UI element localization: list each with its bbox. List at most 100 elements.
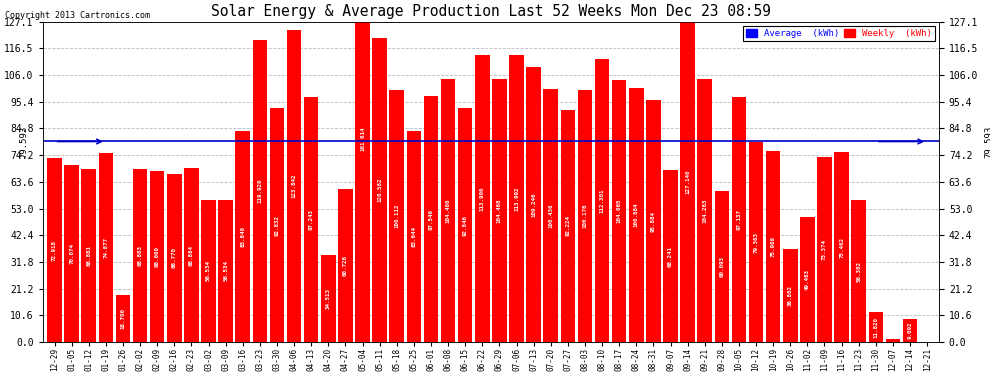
Text: 68.803: 68.803 [138, 245, 143, 266]
Bar [48, 158, 61, 342]
Bar [219, 200, 233, 342]
Bar [355, 0, 370, 342]
Text: 49.463: 49.463 [805, 269, 810, 290]
Bar [629, 88, 644, 342]
Bar [99, 153, 113, 342]
Bar [886, 339, 900, 342]
Bar [424, 96, 439, 342]
Text: 100.112: 100.112 [394, 204, 399, 228]
Text: 68.241: 68.241 [668, 246, 673, 267]
Text: 79.363: 79.363 [753, 232, 758, 253]
Bar [287, 30, 301, 342]
Text: 73.374: 73.374 [822, 239, 827, 260]
Bar [732, 97, 746, 342]
Bar [116, 295, 131, 342]
Text: 127.140: 127.140 [685, 170, 690, 194]
Text: 100.884: 100.884 [634, 203, 639, 227]
Text: 75.968: 75.968 [770, 236, 776, 257]
Bar [475, 55, 490, 342]
Text: 70.074: 70.074 [69, 243, 74, 264]
Bar [835, 152, 848, 342]
Bar [527, 67, 541, 342]
Bar [389, 90, 404, 342]
Bar [458, 108, 472, 342]
Text: 97.137: 97.137 [737, 209, 742, 230]
Bar [715, 190, 729, 342]
Text: 56.534: 56.534 [223, 260, 228, 281]
Bar [133, 169, 148, 342]
Bar [441, 79, 455, 342]
Legend: Average  (kWh), Weekly  (kWh): Average (kWh), Weekly (kWh) [743, 26, 935, 40]
Bar [663, 170, 678, 342]
Bar [492, 79, 507, 342]
Text: Copyright 2013 Cartronics.com: Copyright 2013 Cartronics.com [5, 11, 149, 20]
Bar [800, 217, 815, 342]
Text: 60.093: 60.093 [720, 256, 725, 277]
Text: 68.060: 68.060 [154, 246, 159, 267]
Text: 104.263: 104.263 [702, 198, 707, 223]
Text: 74.877: 74.877 [103, 237, 108, 258]
Bar [81, 168, 96, 342]
Bar [578, 90, 592, 342]
Bar [269, 108, 284, 342]
Text: 79.593: 79.593 [19, 125, 29, 158]
Text: 72.918: 72.918 [52, 240, 57, 261]
Bar [868, 312, 883, 342]
Bar [903, 319, 918, 342]
Text: 60.726: 60.726 [343, 255, 347, 276]
Bar [184, 168, 199, 342]
Text: 83.644: 83.644 [412, 226, 417, 247]
Bar [304, 97, 319, 342]
Text: 104.406: 104.406 [446, 198, 450, 223]
Text: 113.992: 113.992 [514, 186, 519, 211]
Text: 68.884: 68.884 [189, 245, 194, 266]
Text: 66.770: 66.770 [172, 248, 177, 268]
Bar [783, 249, 798, 342]
Bar [236, 131, 250, 342]
Text: 109.246: 109.246 [531, 192, 537, 217]
Bar [646, 100, 660, 342]
Text: 113.900: 113.900 [480, 186, 485, 211]
Bar [64, 165, 79, 342]
Text: 68.861: 68.861 [86, 245, 91, 266]
Text: 161.614: 161.614 [360, 126, 365, 151]
Bar [817, 157, 832, 342]
Bar [339, 189, 352, 342]
Text: 100.436: 100.436 [548, 203, 553, 228]
Bar [680, 22, 695, 342]
Bar [612, 80, 627, 342]
Bar [407, 131, 421, 342]
Bar [698, 79, 712, 342]
Bar [372, 38, 387, 342]
Text: 100.176: 100.176 [582, 204, 587, 228]
Text: 97.546: 97.546 [429, 209, 434, 230]
Title: Solar Energy & Average Production Last 52 Weeks Mon Dec 23 08:59: Solar Energy & Average Production Last 5… [211, 4, 771, 19]
Text: 92.846: 92.846 [462, 214, 467, 236]
Bar [321, 255, 336, 342]
Bar [509, 55, 524, 342]
Text: 83.840: 83.840 [241, 226, 246, 247]
Bar [252, 40, 267, 342]
Text: 56.302: 56.302 [856, 261, 861, 282]
Text: 79.593: 79.593 [984, 125, 990, 158]
Bar [167, 174, 181, 342]
Bar [201, 200, 216, 342]
Text: 92.832: 92.832 [274, 214, 279, 236]
Bar [560, 110, 575, 342]
Bar [851, 200, 866, 342]
Text: 34.513: 34.513 [326, 288, 331, 309]
Bar [544, 89, 558, 342]
Text: 18.700: 18.700 [121, 308, 126, 329]
Text: 75.462: 75.462 [840, 237, 844, 258]
Text: 104.065: 104.065 [617, 199, 622, 223]
Text: 95.884: 95.884 [650, 211, 656, 232]
Bar [595, 59, 609, 342]
Text: 119.920: 119.920 [257, 179, 262, 203]
Text: 56.534: 56.534 [206, 260, 211, 281]
Text: 9.092: 9.092 [908, 322, 913, 339]
Text: 92.224: 92.224 [565, 215, 570, 236]
Text: 123.842: 123.842 [292, 174, 297, 198]
Text: 11.820: 11.820 [873, 317, 878, 338]
Text: 120.582: 120.582 [377, 178, 382, 203]
Bar [766, 151, 780, 342]
